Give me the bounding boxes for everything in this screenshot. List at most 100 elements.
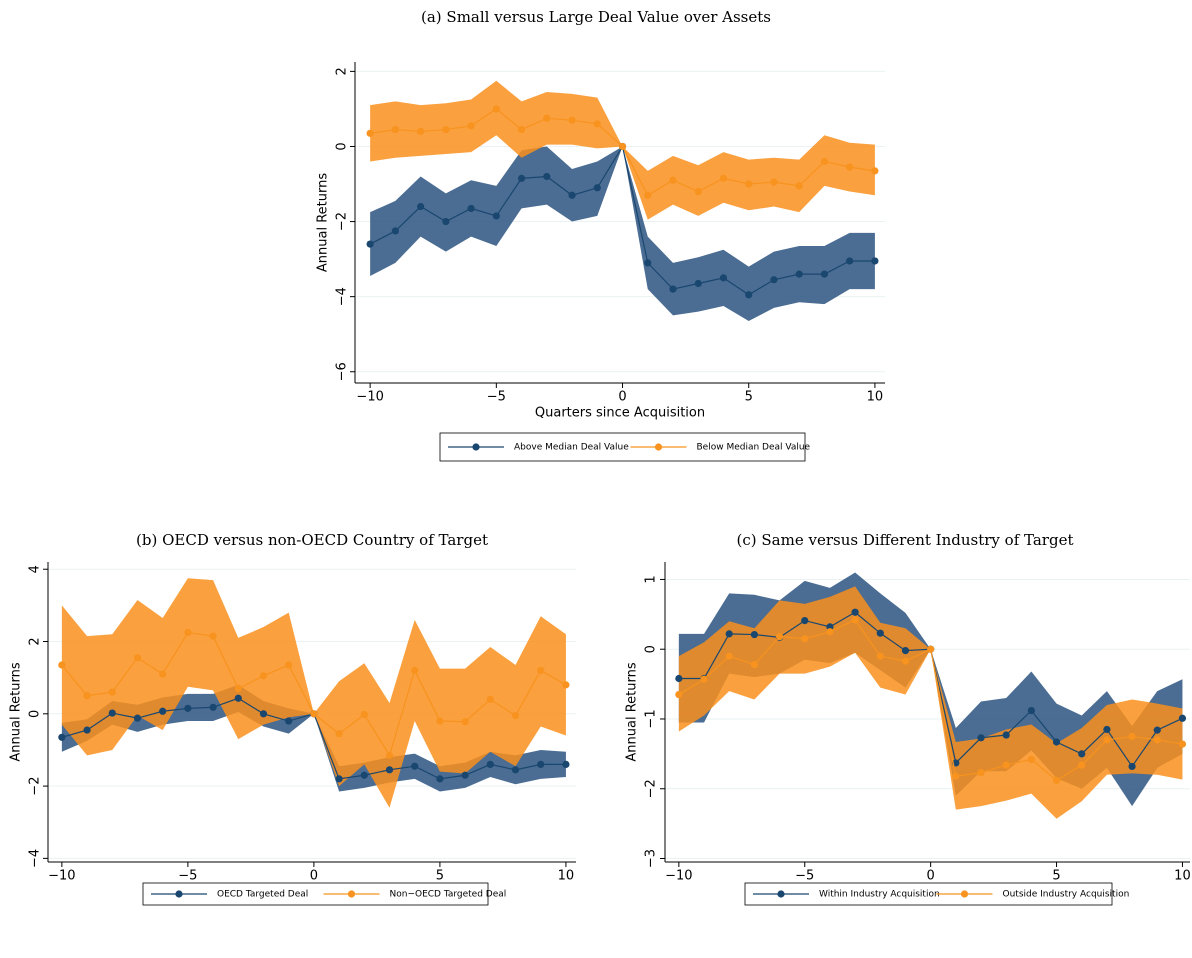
x-tick-label: 0 xyxy=(618,390,626,405)
data-point xyxy=(259,672,268,680)
data-point xyxy=(871,257,879,265)
data-point xyxy=(568,116,576,124)
data-point xyxy=(492,105,500,113)
legend-label: OECD Targeted Deal xyxy=(217,890,308,900)
data-point xyxy=(669,176,677,184)
data-point xyxy=(562,681,570,689)
y-tick-label: 0 xyxy=(644,645,659,653)
y-tick-label: 4 xyxy=(28,565,43,573)
data-point xyxy=(511,712,520,720)
data-point xyxy=(977,769,985,777)
data-point xyxy=(411,666,419,675)
x-tick-label: −10 xyxy=(665,869,692,884)
data-point xyxy=(436,717,444,725)
data-point xyxy=(1002,761,1010,769)
data-point xyxy=(442,217,450,226)
data-point xyxy=(1128,732,1136,741)
data-point xyxy=(184,704,192,712)
x-tick-label: −5 xyxy=(178,869,197,884)
data-point xyxy=(417,202,425,211)
data-point xyxy=(209,632,217,640)
data-point xyxy=(1153,726,1161,734)
data-point xyxy=(770,276,778,284)
data-point xyxy=(209,703,217,711)
data-point xyxy=(436,775,444,783)
y-tick-label: −2 xyxy=(28,777,43,796)
data-point xyxy=(775,633,784,641)
data-point xyxy=(391,227,399,235)
legend-box xyxy=(142,882,489,906)
data-point xyxy=(366,129,374,137)
data-point xyxy=(310,710,318,718)
data-point xyxy=(745,291,753,299)
legend-marker xyxy=(960,890,969,898)
data-point xyxy=(593,120,601,128)
data-point xyxy=(335,730,343,738)
data-point xyxy=(1002,731,1010,739)
data-point xyxy=(675,674,683,683)
y-tick-label: −6 xyxy=(335,362,350,381)
data-point xyxy=(366,240,374,248)
data-point xyxy=(719,174,728,182)
data-point xyxy=(537,760,545,769)
data-point xyxy=(58,661,66,669)
data-point xyxy=(461,718,469,726)
legend-label: Above Median Deal Value xyxy=(514,443,629,453)
x-tick-label: −5 xyxy=(795,869,814,884)
data-point xyxy=(108,688,116,696)
data-point xyxy=(846,163,854,171)
data-point xyxy=(385,751,394,759)
data-point xyxy=(826,628,834,636)
data-point xyxy=(1078,761,1086,769)
data-point xyxy=(285,717,293,725)
y-tick-label: 0 xyxy=(28,710,43,718)
data-point xyxy=(750,630,758,639)
legend-box xyxy=(744,882,1113,906)
data-point xyxy=(543,114,551,122)
legend-marker xyxy=(347,890,356,898)
data-point xyxy=(876,629,884,637)
x-tick-label: 10 xyxy=(867,390,884,405)
data-point xyxy=(360,710,368,719)
legend-label: Below Median Deal Value xyxy=(697,443,811,453)
data-point xyxy=(876,652,884,660)
data-point xyxy=(58,733,66,741)
data-point xyxy=(871,167,879,175)
x-tick-label: 0 xyxy=(310,869,318,884)
data-point xyxy=(568,191,576,199)
data-point xyxy=(492,212,500,220)
data-point xyxy=(234,694,242,702)
data-point xyxy=(1052,776,1061,784)
data-point xyxy=(1178,740,1187,748)
data-point xyxy=(391,125,399,134)
y-axis-title: Annual Returns xyxy=(9,662,24,761)
data-point xyxy=(83,726,91,734)
x-tick-label: 0 xyxy=(927,869,935,884)
legend-marker xyxy=(654,443,663,451)
data-point xyxy=(745,180,753,188)
data-point xyxy=(820,270,829,278)
x-tick-label: −5 xyxy=(487,390,506,405)
y-tick-label: 1 xyxy=(644,575,659,583)
data-point xyxy=(184,628,192,637)
data-point xyxy=(511,766,520,774)
data-point xyxy=(644,259,652,267)
legend-label: Outside Industry Acquisition xyxy=(1003,890,1130,900)
data-point xyxy=(543,172,551,181)
data-point xyxy=(461,771,469,779)
y-tick-label: −2 xyxy=(335,212,350,231)
data-point xyxy=(1078,750,1086,758)
legend-marker xyxy=(472,443,480,451)
data-point xyxy=(694,187,702,196)
data-point xyxy=(952,772,960,780)
data-point xyxy=(901,657,910,665)
data-point xyxy=(820,157,829,166)
data-point xyxy=(159,670,167,678)
y-tick-label: −2 xyxy=(644,779,659,798)
data-point xyxy=(259,710,268,718)
y-tick-label: −4 xyxy=(28,849,43,868)
y-axis-title: Annual Returns xyxy=(625,662,640,761)
data-point xyxy=(517,125,526,134)
legend-label: Non−OECD Targeted Deal xyxy=(390,890,507,900)
data-point xyxy=(385,766,394,774)
